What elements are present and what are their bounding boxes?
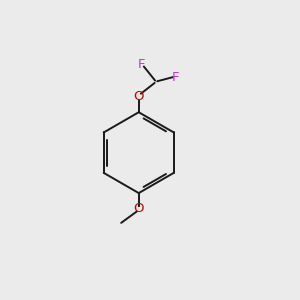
Text: O: O: [134, 202, 144, 215]
Text: F: F: [172, 71, 179, 84]
Text: F: F: [137, 58, 145, 71]
Text: O: O: [134, 90, 144, 103]
